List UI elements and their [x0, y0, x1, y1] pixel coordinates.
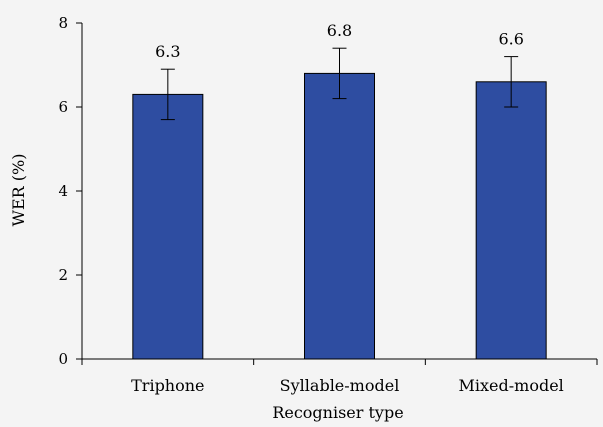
bar	[132, 93, 204, 360]
data-label: 6.6	[498, 30, 523, 49]
data-labels: 6.3 6.8 6.6	[155, 21, 524, 61]
y-tick-label: 8	[58, 14, 68, 32]
bar	[475, 81, 547, 360]
error-bars	[160, 47, 519, 121]
y-tick-label: 6	[58, 98, 68, 116]
bar	[304, 72, 375, 360]
y-ticks: 0 2 4 6 8	[58, 14, 82, 368]
category-label: Mixed-model	[459, 376, 564, 395]
data-label: 6.3	[155, 42, 180, 61]
y-tick-label: 2	[58, 266, 68, 284]
y-tick-label: 4	[58, 182, 68, 200]
data-label: 6.8	[327, 21, 352, 40]
category-label: Triphone	[131, 376, 204, 395]
y-tick-label: 0	[58, 350, 68, 368]
x-ticks	[81, 359, 598, 365]
bars	[132, 72, 547, 360]
x-axis-title: Recogniser type	[272, 403, 403, 422]
y-axis-title: WER (%)	[9, 154, 28, 227]
category-labels: Triphone Syllable-model Mixed-model	[131, 376, 564, 395]
category-label: Syllable-model	[280, 376, 400, 395]
